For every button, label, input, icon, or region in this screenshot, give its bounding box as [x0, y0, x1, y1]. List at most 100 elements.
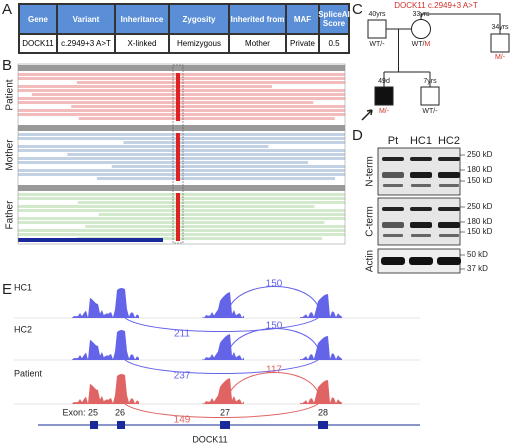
track-name: HC2 — [14, 324, 32, 334]
read — [67, 153, 346, 156]
panel-label: E — [2, 281, 12, 298]
header-cell: Inherited from — [229, 4, 286, 34]
exon-label: Exon: 25 — [62, 407, 98, 417]
junction-arc — [229, 286, 319, 307]
junction-count: 117 — [266, 365, 282, 376]
table-cell: DOCK11 — [19, 34, 57, 53]
track-label: Father — [5, 200, 16, 230]
marker-label: 180 kD — [467, 217, 493, 226]
coverage — [72, 383, 112, 404]
genotype-part: M/- — [495, 54, 506, 61]
genotype-label: WT/- — [369, 41, 385, 48]
father-symbol — [367, 19, 387, 39]
band — [438, 222, 460, 228]
track-label: Mother — [5, 139, 16, 171]
coverage — [300, 294, 342, 318]
read — [98, 213, 345, 216]
pedigree-lines — [383, 13, 501, 87]
uncle-symbol — [490, 33, 510, 53]
track-label: Patient — [5, 79, 16, 110]
read — [18, 209, 345, 212]
age-label: 33yrs — [412, 11, 430, 18]
exon-label: 27 — [220, 407, 230, 417]
age-label: 34yrs — [491, 24, 509, 31]
band — [410, 157, 432, 161]
band — [410, 222, 432, 228]
exon — [220, 421, 230, 429]
read — [18, 221, 325, 224]
genotype-part: M — [424, 41, 430, 48]
band — [438, 207, 460, 211]
band — [383, 234, 403, 237]
read — [96, 177, 336, 180]
pedigree: DOCK11 c.2949+3 A>T 40yrs WT/- 33yrs WT/M 34… — [361, 1, 510, 121]
mother-symbol — [411, 19, 431, 39]
read — [18, 193, 345, 196]
marker-label: 50 kD — [467, 250, 488, 259]
exon — [318, 421, 328, 429]
read — [18, 217, 345, 220]
marker-label: 150 kD — [467, 227, 493, 236]
brother-symbol — [420, 86, 440, 106]
read — [18, 145, 269, 148]
exon — [90, 421, 98, 429]
read — [18, 149, 345, 152]
junction-count: 150 — [266, 321, 283, 332]
gene-bar — [18, 238, 163, 242]
band — [382, 172, 404, 178]
read — [18, 97, 345, 100]
band — [382, 222, 404, 228]
lane-label: HC2 — [438, 135, 460, 147]
header-cell: Inheritance — [115, 4, 169, 34]
read — [76, 237, 323, 240]
read — [18, 137, 345, 140]
genotype-part: WT/- — [422, 108, 438, 115]
read — [18, 197, 345, 200]
read — [18, 229, 345, 232]
read — [78, 117, 335, 120]
variant-column — [176, 133, 180, 181]
panel-label: A — [2, 1, 12, 18]
genotype-part: WT/ — [412, 41, 425, 48]
exon — [117, 421, 125, 429]
genotype-label: M/- — [379, 108, 390, 115]
junction-count: 211 — [174, 329, 190, 340]
band — [437, 257, 461, 265]
read — [18, 173, 345, 176]
read — [18, 73, 345, 76]
panel-label: B — [2, 57, 12, 74]
table-cell: c.2949+3 A>T — [57, 34, 115, 53]
read — [18, 133, 345, 136]
band — [409, 257, 433, 265]
read — [18, 169, 345, 172]
read — [18, 161, 309, 164]
read — [77, 201, 345, 204]
band — [438, 172, 460, 178]
blot-label: C-term — [365, 206, 376, 237]
header-cell: Gene — [19, 4, 57, 34]
highlight-box — [172, 64, 184, 244]
band — [381, 257, 405, 265]
read — [18, 157, 345, 160]
panel-label: D — [352, 127, 363, 144]
age-label: 7yrs — [423, 78, 437, 85]
junction-count: 149 — [174, 415, 191, 426]
patient-symbol — [374, 86, 394, 106]
variant-column — [176, 193, 180, 241]
read — [123, 141, 345, 144]
band — [382, 157, 404, 161]
read — [76, 81, 345, 84]
band — [382, 207, 404, 211]
junction-arc — [229, 372, 319, 393]
exon-label: 26 — [115, 407, 125, 417]
blot-box — [377, 147, 461, 196]
band — [411, 184, 431, 187]
band — [411, 234, 431, 237]
coverage — [72, 339, 112, 360]
header-cell: Zygosity — [169, 4, 229, 34]
genotype-part: WT/- — [369, 41, 385, 48]
table-cell: X-linked — [115, 34, 169, 53]
band — [438, 157, 460, 161]
